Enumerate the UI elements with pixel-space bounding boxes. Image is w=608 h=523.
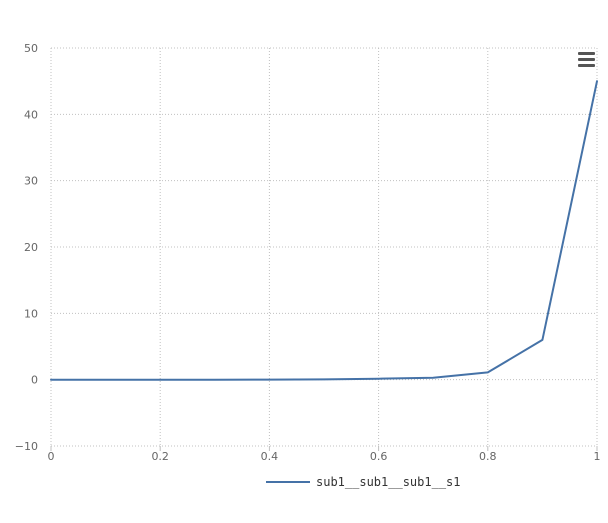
y-tick-label: 20: [24, 241, 38, 254]
x-tick-label: 0.6: [370, 450, 388, 463]
chart-menu-button[interactable]: [574, 48, 598, 70]
series-line[interactable]: [50, 80, 598, 381]
y-tick-label: 0: [31, 374, 38, 387]
legend-item-label: sub1__sub1__sub1__s1: [316, 475, 461, 489]
hamburger-menu-icon: [578, 52, 595, 67]
x-axis-ticks: 0 0.2 0.4 0.6 0.8 1: [48, 450, 601, 463]
x-tick-label: 0.4: [261, 450, 279, 463]
series-group: [50, 80, 598, 381]
y-tick-label: 50: [24, 42, 38, 55]
y-tick-label: −10: [15, 440, 38, 453]
y-tick-label: 30: [24, 175, 38, 188]
y-tick-label: 40: [24, 108, 38, 121]
x-tick-label: 1: [594, 450, 601, 463]
x-tick-label: 0.2: [151, 450, 169, 463]
grid: [50, 47, 598, 451]
y-axis-ticks: −10 0 10 20 30 40 50: [15, 42, 38, 453]
y-tick-label: 10: [24, 307, 38, 320]
x-tick-label: 0.8: [479, 450, 497, 463]
legend[interactable]: sub1__sub1__sub1__s1: [266, 475, 461, 489]
x-tick-label: 0: [48, 450, 55, 463]
